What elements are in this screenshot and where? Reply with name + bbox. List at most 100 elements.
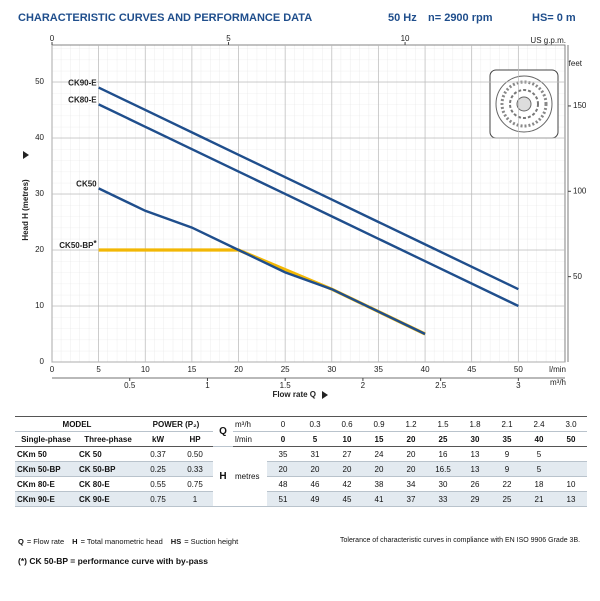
head-cell: 37 — [395, 491, 427, 507]
y-tick-label: 50 — [35, 77, 44, 86]
x3-unit: m³/h — [550, 378, 566, 387]
header-cell: 2.4 — [523, 416, 555, 432]
chart: CHARACTERISTIC CURVES AND PERFORMANCE DA… — [18, 12, 587, 399]
model-cell: CK 50-BP — [77, 461, 139, 477]
model-cell: CKm 50-BP — [15, 461, 77, 477]
x3-tick-label: 2.5 — [435, 381, 447, 390]
y-axis-arrow — [23, 151, 29, 159]
x2-tick-label: 5 — [226, 34, 231, 43]
header-cell: 2.1 — [491, 416, 523, 432]
head-cell: 13 — [555, 491, 587, 507]
head-cell: 24 — [363, 446, 395, 462]
x-axis-arrow — [322, 391, 328, 399]
head-cell: 34 — [395, 476, 427, 492]
header-cell: 15 — [363, 431, 395, 447]
model-cell: CKm 90-E — [15, 491, 77, 507]
power-cell: 0.75 — [139, 491, 177, 507]
header-cell: 1.2 — [395, 416, 427, 432]
head-cell: 20 — [395, 446, 427, 462]
suction: HS= 0 m — [532, 12, 576, 24]
series-line — [98, 187, 426, 336]
header-cell: Q — [213, 416, 233, 447]
x-tick-label: 20 — [234, 365, 243, 374]
head-cell: 33 — [427, 491, 459, 507]
x3-tick-label: 2 — [361, 381, 366, 390]
header-cell: l/min — [233, 431, 267, 447]
x3-tick-label: 1.5 — [280, 381, 292, 390]
head-cell: 21 — [523, 491, 555, 507]
head-cell: 22 — [491, 476, 523, 492]
chart-title: CHARACTERISTIC CURVES AND PERFORMANCE DA… — [18, 12, 312, 24]
series-label: CK90-E — [68, 79, 97, 88]
power-cell: 0.33 — [177, 461, 213, 477]
series-label: CK50-BP* — [59, 239, 97, 250]
header-cell: 0.6 — [331, 416, 363, 432]
header-cell: HP — [177, 431, 213, 447]
x-tick-label: 50 — [514, 365, 523, 374]
head-cell — [555, 461, 587, 477]
head-cell: 20 — [267, 461, 299, 477]
series-marker: * — [94, 239, 98, 248]
head-cell: 48 — [267, 476, 299, 492]
model-cell: CKm 50 — [15, 446, 77, 462]
x-tick-label: 10 — [141, 365, 150, 374]
x3-tick-label: 0.5 — [124, 381, 136, 390]
header-cell: 30 — [459, 431, 491, 447]
head-cell: 13 — [459, 461, 491, 477]
head-cell: 51 — [267, 491, 299, 507]
power-cell: 0.37 — [139, 446, 177, 462]
header-cell: 20 — [395, 431, 427, 447]
head-cell: 41 — [363, 491, 395, 507]
head-cell: 20 — [363, 461, 395, 477]
head-cell: 35 — [267, 446, 299, 462]
x-tick-label: 45 — [467, 365, 476, 374]
series-label: CK80-E — [68, 95, 97, 104]
head-cell: 29 — [459, 491, 491, 507]
y2-tick-label: 150 — [573, 101, 587, 110]
header-cell: 5 — [299, 431, 331, 447]
x2-tick-label: 10 — [401, 34, 410, 43]
header-cell: 40 — [523, 431, 555, 447]
power-cell: 0.55 — [139, 476, 177, 492]
head-cell: 31 — [299, 446, 331, 462]
series-line — [98, 86, 519, 291]
y-tick-label: 40 — [35, 133, 44, 142]
x-tick-label: 40 — [421, 365, 430, 374]
head-cell: 38 — [363, 476, 395, 492]
header-cell: Three-phase — [77, 431, 139, 447]
abbr-text: = Suction height — [184, 537, 239, 546]
model-cell: CK 50 — [77, 446, 139, 462]
series-label: CK50 — [76, 179, 97, 188]
pump-icon — [489, 69, 559, 139]
header-cell: 0.9 — [363, 416, 395, 432]
x2-tick-label: 0 — [50, 34, 55, 43]
head-cell: 5 — [523, 461, 555, 477]
head-cell: 25 — [491, 491, 523, 507]
head-cell: 30 — [427, 476, 459, 492]
header-cell: MODEL — [15, 416, 139, 432]
header-cell: 35 — [491, 431, 523, 447]
x-tick-label: 35 — [374, 365, 383, 374]
abbr-key: H — [72, 537, 78, 546]
head-cell: 5 — [523, 446, 555, 462]
frequency: 50 Hz — [388, 12, 417, 24]
header-cell: 0 — [267, 416, 299, 432]
y-tick-label: 20 — [35, 245, 44, 254]
model-cell: CK 80-E — [77, 476, 139, 492]
power-cell: 0.25 — [139, 461, 177, 477]
y-tick-label: 30 — [35, 189, 44, 198]
header-cell: kW — [139, 431, 177, 447]
x-axis-label: Flow rate Q — [272, 390, 316, 399]
abbr-key: Q — [18, 537, 24, 546]
head-cell: 46 — [299, 476, 331, 492]
y2-unit: feet — [569, 59, 583, 68]
header-cell: 1.5 — [427, 416, 459, 432]
y2-tick-label: 100 — [573, 186, 587, 195]
x-unit: l/min — [549, 365, 566, 374]
y-tick-label: 10 — [35, 301, 44, 310]
bypass-note: (*) CK 50-BP = performance curve with by… — [18, 556, 208, 566]
x-tick-label: 5 — [96, 365, 101, 374]
x3-tick-label: 3 — [516, 381, 521, 390]
head-cell: 9 — [491, 461, 523, 477]
